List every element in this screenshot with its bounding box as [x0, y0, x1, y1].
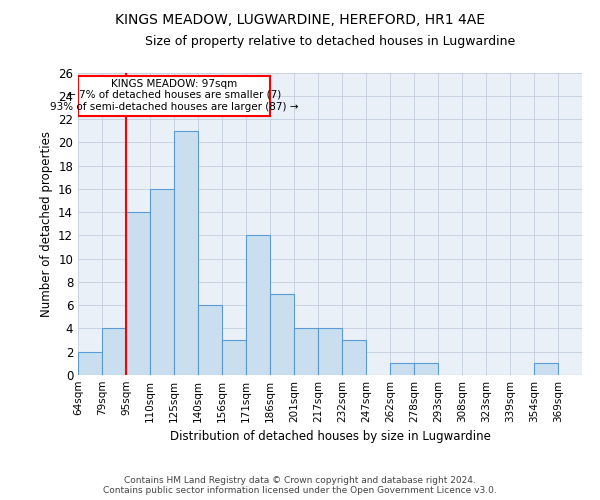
- Bar: [342, 340, 366, 375]
- Bar: [270, 294, 294, 375]
- Text: ← 7% of detached houses are smaller (7): ← 7% of detached houses are smaller (7): [67, 90, 281, 100]
- Bar: [150, 189, 174, 375]
- Bar: [78, 352, 102, 375]
- X-axis label: Distribution of detached houses by size in Lugwardine: Distribution of detached houses by size …: [170, 430, 490, 444]
- Bar: [126, 212, 150, 375]
- Bar: [318, 328, 342, 375]
- Bar: [246, 236, 270, 375]
- Bar: [174, 130, 198, 375]
- Title: Size of property relative to detached houses in Lugwardine: Size of property relative to detached ho…: [145, 34, 515, 48]
- Bar: [102, 328, 126, 375]
- Bar: [414, 364, 438, 375]
- Bar: [198, 305, 222, 375]
- Bar: [534, 364, 558, 375]
- Bar: [390, 364, 414, 375]
- Y-axis label: Number of detached properties: Number of detached properties: [40, 130, 53, 317]
- Text: KINGS MEADOW: 97sqm: KINGS MEADOW: 97sqm: [111, 80, 237, 90]
- FancyBboxPatch shape: [79, 76, 269, 116]
- Text: Contains HM Land Registry data © Crown copyright and database right 2024.
Contai: Contains HM Land Registry data © Crown c…: [103, 476, 497, 495]
- Bar: [294, 328, 318, 375]
- Text: KINGS MEADOW, LUGWARDINE, HEREFORD, HR1 4AE: KINGS MEADOW, LUGWARDINE, HEREFORD, HR1 …: [115, 12, 485, 26]
- Bar: [222, 340, 246, 375]
- Text: 93% of semi-detached houses are larger (87) →: 93% of semi-detached houses are larger (…: [50, 102, 298, 112]
